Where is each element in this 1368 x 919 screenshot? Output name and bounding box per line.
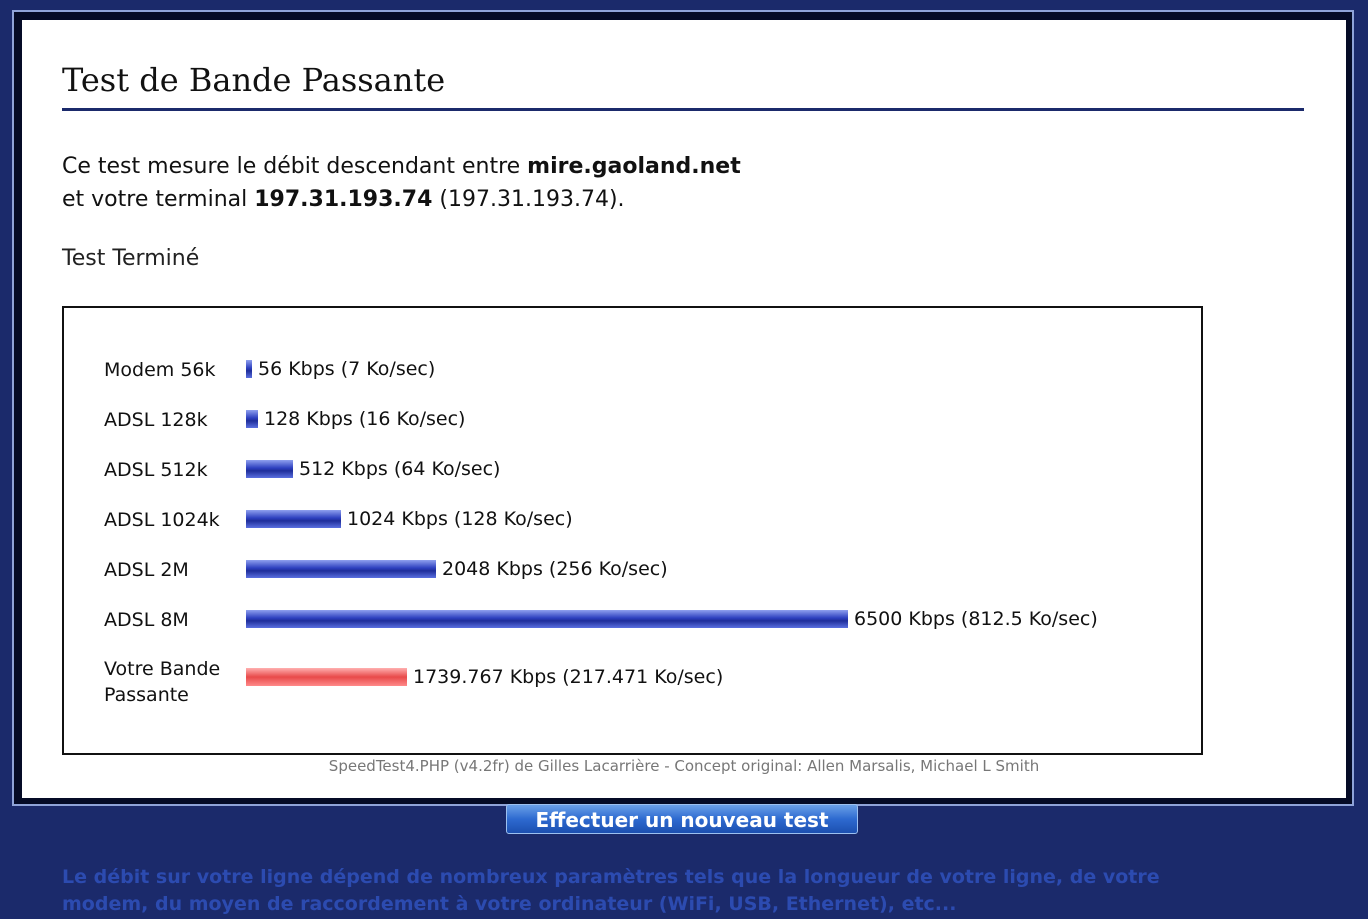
bar-value-label: 512 Kbps (64 Ko/sec) [299, 458, 501, 480]
reference-bar [246, 560, 436, 578]
server-name: mire.gaoland.net [527, 154, 741, 179]
credit-text: SpeedTest4.PHP (v4.2fr) de Gilles Lacarr… [328, 757, 1040, 775]
bar-value-label: 1024 Kbps (128 Ko/sec) [347, 508, 573, 530]
bar-value-label: 1739.767 Kbps (217.471 Ko/sec) [413, 666, 724, 688]
user-bandwidth-bar [246, 668, 407, 686]
bar-value-label: 2048 Kbps (256 Ko/sec) [442, 558, 668, 580]
bar-label: ADSL 1024k [104, 509, 220, 531]
reference-bar [246, 460, 293, 478]
desc-line2-prefix: et votre terminal [62, 187, 255, 212]
bar-label: ADSL 2M [104, 559, 189, 581]
reference-bar [246, 610, 848, 628]
bar-value-label: 6500 Kbps (812.5 Ko/sec) [854, 608, 1098, 630]
desc-line1-prefix: Ce test mesure le débit descendant entre [62, 154, 528, 179]
page-title: Test de Bande Passante [62, 60, 1304, 111]
test-description: Ce test mesure le débit descendant entre… [62, 150, 741, 216]
bandwidth-chart: Modem 56k 56 Kbps (7 Ko/sec) ADSL 128k 128 … [62, 306, 1203, 755]
bar-label: Votre Bande Passante [104, 658, 221, 706]
bar-label: ADSL 8M [104, 609, 189, 631]
reference-bar [246, 360, 252, 378]
reference-bar [246, 510, 341, 528]
reference-bar [246, 410, 258, 428]
bar-label: ADSL 512k [104, 459, 208, 481]
client-ip: (197.31.193.74). [439, 187, 625, 212]
client-host: 197.31.193.74 [254, 187, 433, 212]
content-panel: Test de Bande Passante Ce test mesure le… [22, 20, 1346, 798]
bar-value-label: 56 Kbps (7 Ko/sec) [258, 358, 436, 380]
bar-label: ADSL 128k [104, 409, 208, 431]
bar-value-label: 128 Kbps (16 Ko/sec) [264, 408, 466, 430]
bar-label: Modem 56k [104, 359, 216, 381]
footer-note: Le débit sur votre ligne dépend de nombr… [62, 866, 1160, 915]
test-status: Test Terminé [62, 246, 200, 271]
new-test-button[interactable]: Effectuer un nouveau test [506, 804, 858, 834]
